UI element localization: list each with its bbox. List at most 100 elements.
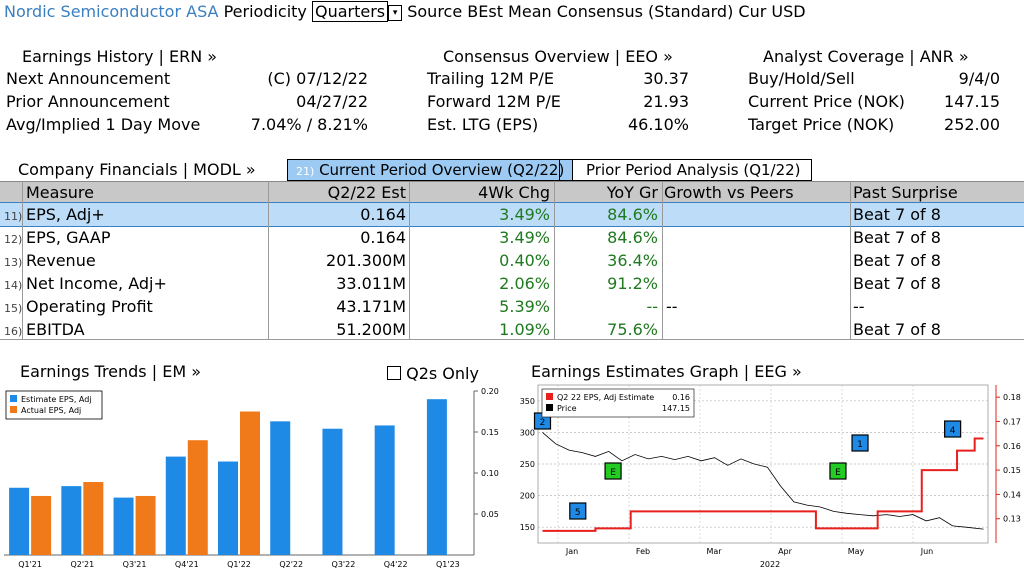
analyst-coverage-title[interactable]: Analyst Coverage | ANR »	[763, 47, 969, 66]
ac-label-2: Target Price (NOK)	[748, 115, 895, 134]
col-chg[interactable]: 4Wk Chg	[478, 183, 550, 202]
table-row[interactable]: 11) EPS, Adj+ 0.164 3.49% 84.6% Beat 7 of 8	[0, 202, 1024, 227]
event-marker-label: 2	[540, 418, 546, 428]
estimate-line	[542, 437, 984, 532]
row-number: 14)	[4, 272, 22, 295]
x-tick-label: Q3'21	[123, 560, 147, 569]
legend-box	[541, 388, 695, 418]
col-peers[interactable]: Growth vs Peers	[664, 183, 794, 202]
event-marker-label: E	[610, 468, 616, 478]
eh-label-1: Prior Announcement	[6, 92, 170, 111]
x-tick-label: Q1'23	[436, 560, 460, 569]
row-chg: 0.40%	[499, 251, 550, 270]
y-tick-label: 0.20	[481, 387, 499, 396]
legend-value: 0.16	[672, 393, 690, 402]
col-est[interactable]: Q2/22 Est	[327, 183, 406, 202]
x-tick-label: Q3'22	[332, 560, 356, 569]
x-tick-label: Jun	[920, 547, 934, 556]
row-number: 15)	[4, 295, 22, 318]
x-tick-label: Q2'22	[279, 560, 303, 569]
event-marker	[944, 420, 962, 438]
tab-prior-period[interactable]: Prior Period Analysis (Q1/22)	[559, 159, 812, 181]
x-tick-label: Q4'22	[384, 560, 408, 569]
bar-estimate	[426, 399, 447, 555]
left-tick-label: 250	[520, 460, 535, 469]
event-marker	[604, 462, 622, 480]
tab-current-label: Current Period Overview (Q2/22)	[319, 161, 565, 179]
periodicity-label: Periodicity	[223, 2, 307, 21]
ac-value-1: 147.15	[944, 92, 1000, 111]
tab-current-period[interactable]: 21) Current Period Overview (Q2/22)	[287, 159, 574, 181]
event-marker-label: 5	[575, 508, 581, 518]
right-tick-label: 0.14	[1003, 490, 1021, 499]
table-header: Measure Q2/22 Est 4Wk Chg YoY Gr Growth …	[0, 181, 1024, 205]
row-measure: Operating Profit	[26, 297, 153, 316]
bar-actual	[135, 495, 156, 555]
table-row[interactable]: 13) Revenue 201.300M 0.40% 36.4% Beat 7 of 8	[0, 249, 1024, 272]
table-row[interactable]: 16) EBITDA 51.200M 1.09% 75.6% Beat 7 of 8	[0, 318, 1024, 341]
ac-label-0: Buy/Hold/Sell	[748, 69, 855, 88]
left-tick-label: 300	[520, 428, 535, 437]
co-value-0: 30.37	[643, 69, 689, 88]
y-tick-label: 0.10	[481, 469, 499, 478]
table-row[interactable]: 15) Operating Profit 43.171M 5.39% -- -- --	[0, 295, 1024, 318]
row-yoy: 84.6%	[607, 228, 658, 247]
company-financials-title[interactable]: Company Financials | MODL »	[18, 160, 256, 179]
x-tick-label: Q2'21	[70, 560, 94, 569]
co-value-1: 21.93	[643, 92, 689, 111]
row-number: 11)	[4, 203, 22, 226]
legend-box	[5, 390, 103, 420]
eh-label-0: Next Announcement	[6, 69, 171, 88]
bar-estimate	[61, 486, 82, 555]
table-row[interactable]: 12) EPS, GAAP 0.164 3.49% 84.6% Beat 7 of 8	[0, 226, 1024, 249]
row-est: 43.171M	[336, 297, 406, 316]
bar-estimate	[9, 487, 30, 555]
row-number-text: 16)	[4, 325, 23, 338]
event-marker-label: 4	[950, 426, 956, 436]
row-number-text: 12)	[4, 233, 23, 246]
checkbox-icon[interactable]	[387, 366, 401, 380]
row-surprise: Beat 7 of 8	[853, 251, 941, 270]
periodicity-select[interactable]: Quarters	[311, 1, 389, 22]
right-tick-label: 0.16	[1003, 442, 1021, 451]
col-surprise[interactable]: Past Surprise	[853, 183, 958, 202]
earnings-estimates-chart: 150 200 250 300 350 0.13 0.14 0.15 0.16 0.17 0.18 J…	[520, 384, 1021, 569]
row-number-text: 13)	[4, 256, 23, 269]
row-measure: EPS, GAAP	[26, 228, 111, 247]
row-est: 33.011M	[336, 274, 406, 293]
q2s-only-checkbox[interactable]: Q2s Only	[387, 364, 479, 383]
source-text: Source BEst Mean Consensus (Standard) Cu…	[407, 2, 806, 21]
bar-estimate	[322, 428, 343, 555]
consensus-overview-title[interactable]: Consensus Overview | EEO »	[443, 47, 673, 66]
row-surprise: Beat 7 of 8	[853, 320, 941, 339]
row-chg: 5.39%	[499, 297, 550, 316]
co-value-2: 46.10%	[627, 115, 689, 134]
row-yoy: 91.2%	[607, 274, 658, 293]
row-est: 201.300M	[326, 251, 406, 270]
right-tick-label: 0.15	[1003, 466, 1021, 475]
eh-value-1: 04/27/22	[296, 92, 368, 111]
col-measure[interactable]: Measure	[26, 183, 94, 202]
row-number: 16)	[4, 318, 22, 341]
chevron-down-icon[interactable]: ▾	[388, 4, 403, 21]
bar-actual	[240, 411, 260, 555]
earnings-trends-title[interactable]: Earnings Trends | EM »	[20, 362, 201, 381]
x-tick-label: Apr	[778, 547, 793, 556]
x-tick-label: Q1'22	[227, 560, 251, 569]
row-measure: EBITDA	[26, 320, 85, 339]
bar-actual	[187, 440, 208, 555]
legend-value: 147.15	[662, 404, 690, 413]
table-row[interactable]: 14) Net Income, Adj+ 33.011M 2.06% 91.2% Beat…	[0, 272, 1024, 295]
eh-value-2: 7.04% / 8.21%	[250, 115, 368, 134]
legend-swatch	[10, 395, 17, 402]
eh-value-0: (C) 07/12/22	[267, 69, 368, 88]
eh-label-2: Avg/Implied 1 Day Move	[6, 115, 201, 134]
left-tick-label: 350	[520, 397, 535, 406]
earnings-estimates-title[interactable]: Earnings Estimates Graph | EEG »	[531, 362, 802, 381]
bar-estimate	[374, 425, 395, 555]
earnings-history-title[interactable]: Earnings History | ERN »	[22, 47, 218, 66]
company-name[interactable]: Nordic Semiconductor ASA	[4, 2, 219, 21]
legend-label: Price	[557, 404, 577, 413]
col-yoy[interactable]: YoY Gr	[606, 183, 658, 202]
row-chg: 1.09%	[499, 320, 550, 339]
